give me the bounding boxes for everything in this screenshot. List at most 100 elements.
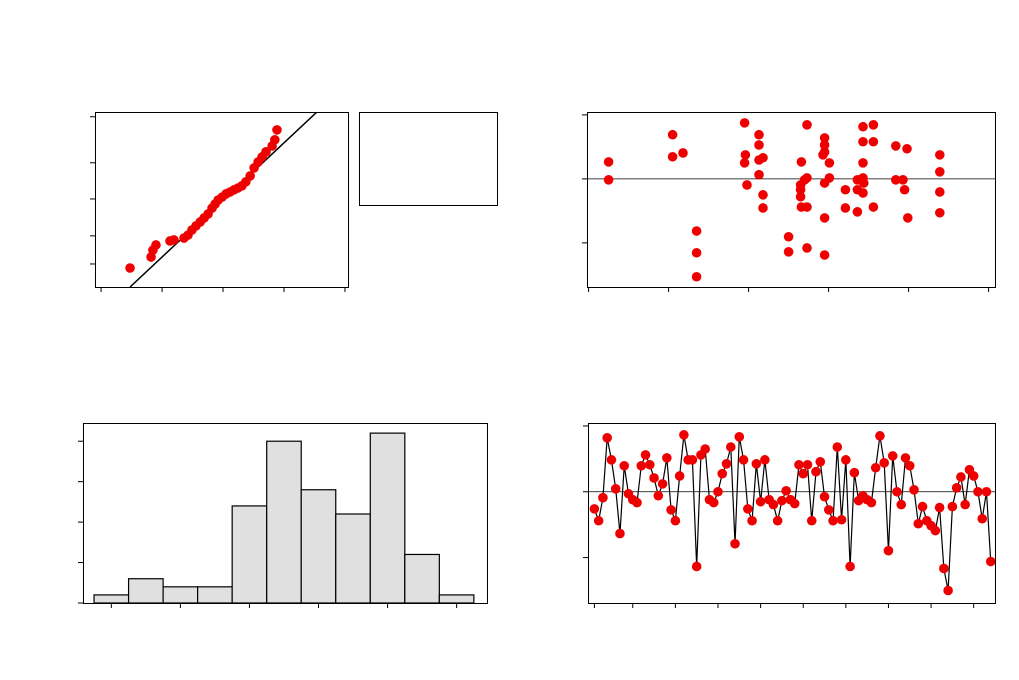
point [858, 121, 868, 132]
point [903, 213, 913, 223]
point [598, 492, 608, 503]
point [939, 563, 949, 574]
point [852, 207, 863, 217]
point [772, 515, 783, 526]
point [802, 119, 812, 130]
bar [369, 432, 406, 604]
point [739, 118, 750, 128]
point [973, 486, 983, 497]
point [891, 175, 901, 185]
point [849, 467, 860, 478]
point [985, 556, 996, 567]
point [758, 152, 768, 163]
point [811, 466, 821, 477]
point [730, 538, 740, 549]
point [758, 203, 768, 213]
point [691, 561, 702, 572]
point [868, 202, 879, 212]
point [721, 459, 732, 469]
point [777, 495, 787, 506]
point [768, 499, 779, 510]
point [640, 450, 651, 460]
point [717, 468, 728, 479]
point [740, 150, 751, 160]
point [819, 250, 830, 260]
point [743, 504, 753, 514]
point [606, 455, 617, 465]
point [783, 231, 794, 242]
point [687, 455, 698, 465]
point [644, 459, 655, 470]
point [892, 486, 902, 497]
point [125, 263, 135, 273]
point [691, 247, 702, 258]
point [593, 515, 604, 526]
point [734, 432, 745, 442]
point [794, 459, 804, 470]
panel [78, 423, 488, 608]
point [902, 143, 912, 154]
point [802, 202, 812, 212]
point [708, 497, 719, 508]
point [666, 505, 676, 515]
point [841, 455, 851, 465]
point [870, 462, 881, 473]
point [824, 158, 835, 168]
point [977, 513, 988, 524]
plot-frame [587, 112, 996, 288]
point [899, 184, 910, 195]
point [819, 491, 830, 502]
point [956, 472, 966, 482]
point [798, 468, 809, 479]
point [245, 171, 255, 181]
point [868, 136, 879, 147]
bar [162, 586, 199, 604]
point [904, 460, 915, 471]
point [789, 498, 800, 509]
point [795, 191, 806, 202]
point [754, 169, 764, 180]
point [934, 502, 945, 513]
panel [90, 112, 349, 292]
plot-frame [588, 423, 996, 604]
point [968, 471, 979, 481]
point [662, 453, 672, 463]
point [943, 585, 953, 596]
point [859, 178, 869, 188]
point [819, 213, 830, 223]
bar [93, 594, 130, 604]
point [610, 484, 621, 494]
point [900, 453, 911, 463]
point [670, 515, 681, 526]
point [828, 515, 838, 526]
point [858, 188, 868, 198]
point [632, 497, 642, 508]
point [700, 444, 710, 454]
point [891, 141, 901, 151]
point [653, 490, 664, 501]
point [603, 175, 614, 185]
bar [335, 513, 371, 604]
point [935, 167, 945, 177]
point [754, 140, 764, 150]
point [879, 458, 889, 468]
point [754, 129, 764, 140]
point [836, 514, 847, 525]
point [819, 140, 830, 150]
point [678, 148, 688, 158]
point [858, 136, 868, 147]
panel [583, 423, 996, 608]
point [713, 486, 723, 497]
point [739, 158, 750, 168]
plot-frame [83, 423, 488, 604]
point [261, 147, 271, 157]
point [747, 515, 757, 526]
point [802, 173, 812, 183]
point [887, 451, 898, 461]
point [935, 150, 945, 160]
point [781, 485, 791, 496]
point [960, 499, 970, 510]
point [603, 157, 614, 167]
point [819, 133, 830, 143]
